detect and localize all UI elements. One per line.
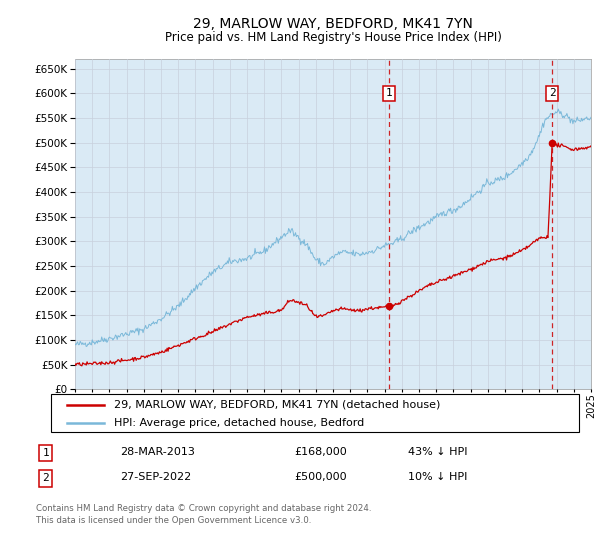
Text: £500,000: £500,000 (294, 472, 347, 482)
FancyBboxPatch shape (51, 394, 579, 432)
Text: 2: 2 (549, 88, 556, 99)
Text: Contains HM Land Registry data © Crown copyright and database right 2024.
This d: Contains HM Land Registry data © Crown c… (36, 504, 371, 525)
Text: 29, MARLOW WAY, BEDFORD, MK41 7YN (detached house): 29, MARLOW WAY, BEDFORD, MK41 7YN (detac… (115, 400, 441, 410)
Text: Price paid vs. HM Land Registry's House Price Index (HPI): Price paid vs. HM Land Registry's House … (164, 31, 502, 44)
Text: 28-MAR-2013: 28-MAR-2013 (120, 447, 195, 457)
Text: HPI: Average price, detached house, Bedford: HPI: Average price, detached house, Bedf… (115, 418, 365, 428)
Text: 43% ↓ HPI: 43% ↓ HPI (408, 447, 467, 457)
Text: 2: 2 (42, 473, 49, 483)
Text: 10% ↓ HPI: 10% ↓ HPI (408, 472, 467, 482)
Text: £168,000: £168,000 (294, 447, 347, 457)
Text: 1: 1 (385, 88, 392, 99)
Text: 27-SEP-2022: 27-SEP-2022 (120, 472, 191, 482)
Text: 1: 1 (42, 448, 49, 458)
Text: 29, MARLOW WAY, BEDFORD, MK41 7YN: 29, MARLOW WAY, BEDFORD, MK41 7YN (193, 17, 473, 31)
